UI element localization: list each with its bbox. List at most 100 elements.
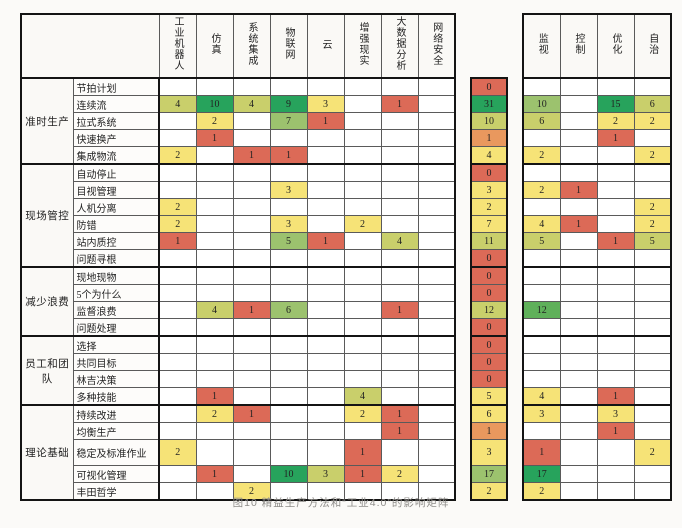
matrix-cell: [232, 181, 271, 199]
matrix-cell: [380, 181, 419, 199]
table-row: 31: [470, 95, 508, 113]
level-cell: [633, 335, 672, 354]
level-cell: 2: [522, 146, 561, 165]
level-cell: 1: [522, 439, 561, 466]
level-cell: [596, 77, 635, 96]
column-header: 自治: [633, 13, 672, 79]
matrix-cell: [158, 465, 197, 483]
matrix-cell: [343, 335, 382, 354]
matrix-cell: [380, 129, 419, 147]
level-cell: [633, 318, 672, 337]
level-cell: [633, 284, 672, 302]
table-row: 共同目标: [21, 353, 456, 371]
table-row: 17: [470, 465, 508, 483]
matrix-cell: 2: [343, 215, 382, 233]
matrix-cell: [232, 77, 271, 96]
level-cell: [596, 439, 635, 466]
matrix-cell: 5: [269, 232, 308, 250]
level-cell: [522, 422, 561, 440]
column-header-label: 大数据分析: [394, 16, 405, 71]
level-cell: 2: [633, 198, 672, 216]
row-label: 选择: [72, 335, 160, 354]
matrix-cell: [195, 232, 234, 250]
matrix-cell: [232, 215, 271, 233]
table-row: 5: [470, 387, 508, 406]
row-total-cell: 6: [470, 404, 508, 423]
level-cell: [522, 353, 561, 371]
column-header-label: 自治: [646, 32, 658, 55]
matrix-cell: 2: [195, 404, 234, 423]
row-label: 监督浪费: [72, 301, 160, 319]
level-cell: [596, 465, 635, 483]
matrix-cell: 10: [269, 465, 308, 483]
matrix-cell: [269, 318, 308, 337]
group-label: 减少浪费: [20, 266, 74, 337]
row-total-cell: 11: [470, 232, 508, 250]
matrix-cell: [417, 404, 456, 423]
matrix-cell: [232, 318, 271, 337]
column-header: 控制: [559, 13, 598, 79]
matrix-cell: [232, 112, 271, 130]
matrix-cell: [269, 129, 308, 147]
matrix-cell: 2: [232, 482, 271, 501]
matrix-cell: [306, 198, 345, 216]
column-header: 物联网: [269, 13, 308, 79]
level-cell: 6: [633, 95, 672, 113]
matrix-cell: [195, 318, 234, 337]
table-row: 目视管理 3: [21, 181, 456, 199]
matrix-cell: 1: [232, 146, 271, 165]
matrix-cell: [195, 335, 234, 354]
row-total-cell: 0: [470, 335, 508, 354]
column-header-label: 优化: [610, 32, 621, 55]
matrix-cell: [269, 353, 308, 371]
matrix-cell: 1: [195, 387, 234, 406]
level-cell: [559, 284, 598, 302]
table-row: 0: [470, 249, 508, 268]
matrix-cell: [195, 249, 234, 268]
matrix-cell: [417, 318, 456, 337]
column-header-label: 云: [320, 39, 331, 50]
lean-methods-table: 工业机器人 仿真 系统集成 物联网云增强现实 大数据分析 网络安全 准时生产 节拍计划 连续流 4…: [20, 13, 456, 501]
matrix-cell: [195, 198, 234, 216]
table-row: 防错 2 3 2: [21, 215, 456, 233]
matrix-cell: [232, 465, 271, 483]
matrix-cell: [306, 77, 345, 96]
matrix-cell: [158, 335, 197, 354]
table-row: 12: [522, 301, 672, 319]
row-total-cell: 0: [470, 353, 508, 371]
column-header-label: 物联网: [283, 27, 294, 60]
matrix-cell: [158, 112, 197, 130]
level-cell: 1: [596, 232, 635, 250]
matrix-cell: [195, 422, 234, 440]
row-total-cell: 10: [470, 112, 508, 130]
matrix-cell: [269, 249, 308, 268]
matrix-cell: [343, 112, 382, 130]
matrix-cell: [417, 422, 456, 440]
matrix-cell: [380, 112, 419, 130]
level-cell: [596, 318, 635, 337]
level-cell: [559, 370, 598, 388]
matrix-cell: 1: [195, 129, 234, 147]
level-cell: [522, 249, 561, 268]
corner-cell: [20, 13, 160, 79]
matrix-cell: [269, 404, 308, 423]
table-row: 12: [470, 301, 508, 319]
table-row: 员工和团队 选择: [20, 335, 456, 406]
row-label: 稳定及标准作业: [72, 439, 160, 466]
row-label: 5个为什么: [72, 284, 160, 302]
table-row: 0: [470, 353, 508, 371]
matrix-cell: [417, 129, 456, 147]
matrix-cell: [380, 198, 419, 216]
matrix-cell: 1: [306, 112, 345, 130]
level-cell: [596, 370, 635, 388]
level-cell: 3: [522, 404, 561, 423]
matrix-cell: 3: [269, 181, 308, 199]
row-total-cell: 3: [470, 181, 508, 199]
matrix-cell: 7: [269, 112, 308, 130]
matrix-cell: 2: [343, 404, 382, 423]
figure-caption: 图10 精益生产方法和“工业4.0”的影响矩阵: [232, 497, 450, 509]
table-row: 5个为什么: [21, 284, 456, 302]
matrix-cell: [269, 335, 308, 354]
